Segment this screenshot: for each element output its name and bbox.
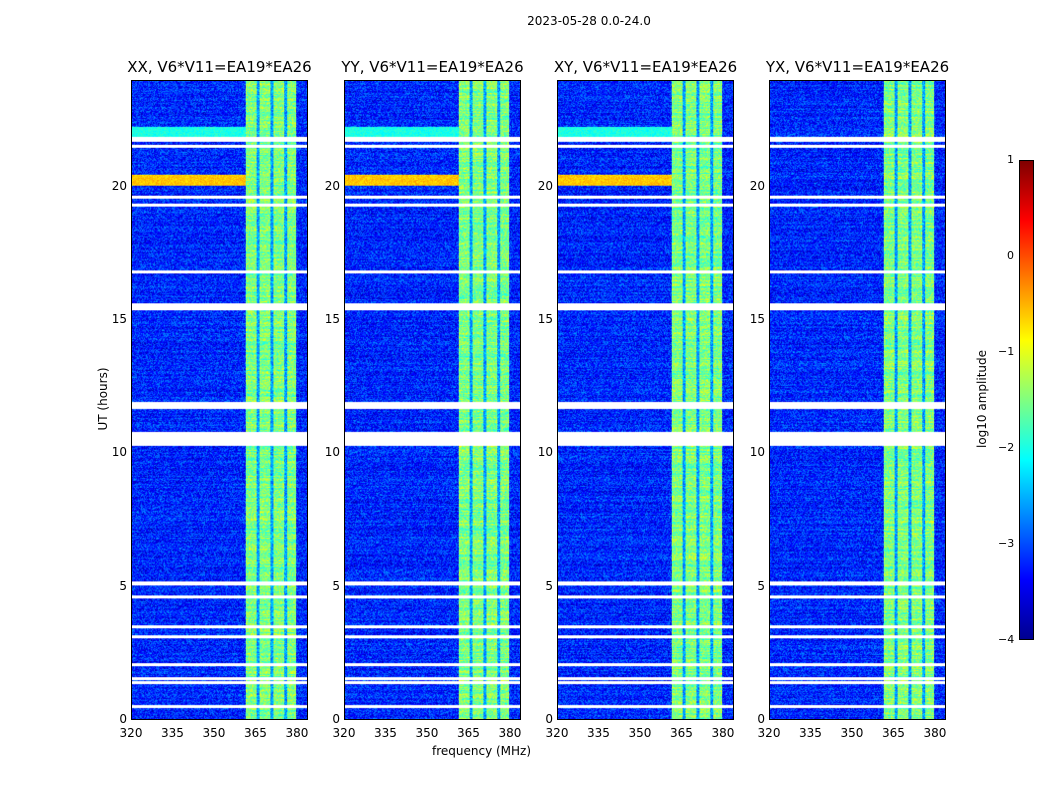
x-tick-label: 335 <box>374 726 397 740</box>
colorbar <box>1019 160 1034 640</box>
x-tick-label: 335 <box>587 726 610 740</box>
y-tick-label: 10 <box>111 445 127 460</box>
colorbar-tick-label: −3 <box>998 537 1015 550</box>
x-tick-label: 365 <box>244 726 267 740</box>
y-tick-label: 5 <box>119 578 127 593</box>
y-tick-label: 10 <box>537 445 553 460</box>
y-tick-label: 10 <box>749 445 765 460</box>
colorbar-tick-label: 0 <box>1007 249 1014 262</box>
y-tick-label: 5 <box>332 578 340 593</box>
y-tick-label: 5 <box>757 578 765 593</box>
colorbar-tick-label: −4 <box>998 633 1015 646</box>
panel-xy: XY, V6*V11=EA19*EA26 320 335 350 365 380 0 5 10 1… <box>538 58 737 740</box>
panel-title: XX, V6*V11=EA19*EA26 <box>127 58 312 76</box>
x-tick-label: 320 <box>757 726 781 740</box>
x-tick-label: 320 <box>332 726 356 740</box>
y-tick-label: 0 <box>757 712 765 726</box>
x-tick-label: 350 <box>628 726 652 740</box>
x-tick-label: 365 <box>457 726 480 740</box>
panel-title: YX, V6*V11=EA19*EA26 <box>765 58 950 76</box>
panel-title: XY, V6*V11=EA19*EA26 <box>553 58 738 76</box>
x-tick-label: 380 <box>711 726 735 740</box>
x-tick-label: 350 <box>202 726 226 740</box>
y-tick-label: 20 <box>111 178 127 193</box>
x-tick-label: 335 <box>799 726 822 740</box>
colorbar-label: log10 amplitude <box>975 350 989 449</box>
x-axis-label: frequency (MHz) <box>432 744 532 758</box>
y-tick-label: 15 <box>537 312 553 326</box>
panel-xx: XX, V6*V11=EA19*EA26 320 335 350 365 380 0 5 10 1… <box>112 58 312 740</box>
colorbar-tick-label: −1 <box>998 345 1015 358</box>
x-tick-label: 380 <box>923 726 947 740</box>
y-tick-label: 20 <box>324 178 340 193</box>
y-tick-label: 0 <box>545 712 553 726</box>
heatmap-yx <box>769 80 946 720</box>
x-tick-label: 350 <box>415 726 439 740</box>
y-tick-label: 15 <box>324 312 340 326</box>
heatmap-xy <box>557 80 734 720</box>
colorbar-tick-label: −2 <box>998 441 1015 454</box>
x-tick-label: 380 <box>285 726 309 740</box>
y-axis-label: UT (hours) <box>96 367 110 431</box>
panel-yx: YX, V6*V11=EA19*EA26 320 335 350 365 380 0 5 10 1… <box>750 58 949 740</box>
y-tick-label: 10 <box>324 445 340 460</box>
x-tick-label: 320 <box>119 726 143 740</box>
y-tick-label: 20 <box>749 178 765 193</box>
y-tick-label: 0 <box>332 712 340 726</box>
panel-yy: YY, V6*V11=EA19*EA26 320 335 350 365 380 0 5 10 1… <box>325 58 524 740</box>
x-tick-label: 365 <box>670 726 693 740</box>
x-tick-label: 320 <box>545 726 569 740</box>
y-tick-label: 15 <box>111 312 127 326</box>
heatmap-xx <box>131 80 308 720</box>
x-tick-label: 350 <box>840 726 864 740</box>
x-tick-label: 335 <box>161 726 184 740</box>
x-tick-label: 380 <box>498 726 522 740</box>
y-tick-label: 20 <box>537 178 553 193</box>
colorbar-tick-label: 1 <box>1007 153 1014 166</box>
y-tick-label: 15 <box>749 312 765 326</box>
y-tick-label: 5 <box>545 578 553 593</box>
x-tick-label: 365 <box>882 726 905 740</box>
suptitle: 2023-05-28 0.0-24.0 <box>527 14 651 28</box>
panel-title: YY, V6*V11=EA19*EA26 <box>341 58 524 76</box>
y-tick-label: 0 <box>119 712 127 726</box>
heatmap-yy <box>344 80 521 720</box>
